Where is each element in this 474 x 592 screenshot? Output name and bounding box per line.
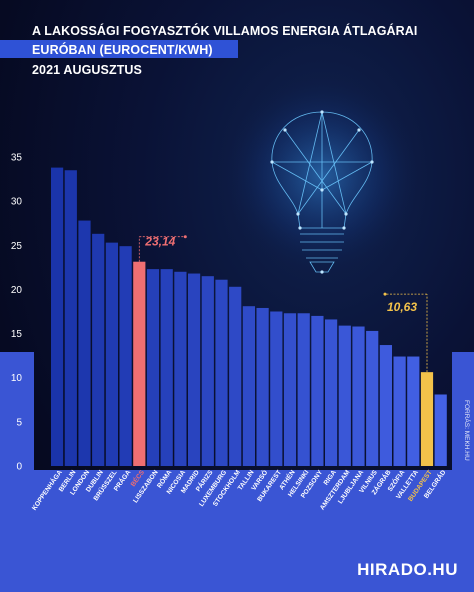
bar-14 bbox=[229, 286, 242, 466]
y-tick-label: 0 bbox=[16, 462, 22, 473]
bar-17 bbox=[270, 311, 283, 466]
bar-12 bbox=[201, 276, 214, 466]
y-tick-label: 25 bbox=[11, 241, 23, 252]
bar-22 bbox=[338, 325, 351, 466]
annotation-dot bbox=[383, 292, 387, 296]
x-axis-labels: KOPPENHÁGABERLINLONDONDUBLINBRÜSSZELPRÁG… bbox=[29, 467, 447, 511]
bar-24 bbox=[366, 330, 379, 466]
lightbulb-icon bbox=[217, 70, 427, 280]
bar-16 bbox=[256, 307, 269, 466]
y-tick-label: 35 bbox=[11, 153, 23, 164]
y-tick-label: 10 bbox=[11, 373, 23, 384]
y-axis: 0 5 10 15 20 25 30 35 bbox=[11, 153, 23, 473]
title-line-1: A LAKOSSÁGI FOGYASZTÓK VILLAMOS ENERGIA … bbox=[32, 24, 418, 38]
bar-5 bbox=[105, 242, 118, 466]
title-line-2: EURÓBAN (EUROCENT/KWH) bbox=[32, 43, 213, 57]
y-tick-label: 30 bbox=[11, 197, 23, 208]
title-line-3: 2021 AUGUSZTUS bbox=[32, 63, 142, 77]
bar-1 bbox=[51, 167, 64, 466]
annotations: 23,14 10,63 bbox=[138, 235, 428, 373]
bar-4 bbox=[92, 233, 105, 466]
bar-3 bbox=[78, 220, 91, 466]
bar-10 bbox=[174, 271, 187, 466]
bar-15 bbox=[242, 306, 255, 466]
y-tick-label: 20 bbox=[11, 285, 23, 296]
bar-6 bbox=[119, 246, 132, 466]
left-accent-band bbox=[0, 352, 34, 472]
bar-26 bbox=[393, 356, 406, 466]
bar-21 bbox=[325, 319, 338, 466]
bar-2 bbox=[64, 170, 77, 466]
bar-18 bbox=[283, 313, 297, 466]
bar-23 bbox=[352, 326, 365, 466]
bar-19 bbox=[297, 313, 310, 466]
y-tick-label: 15 bbox=[11, 329, 23, 340]
annotation-dot bbox=[183, 235, 187, 239]
bar-25 bbox=[379, 345, 392, 466]
bar-29 bbox=[434, 394, 447, 466]
bars bbox=[51, 167, 447, 466]
data-label: 23,14 bbox=[144, 235, 175, 249]
bottom-band bbox=[0, 470, 474, 592]
y-tick-label: 5 bbox=[16, 417, 22, 428]
title-highlight-band bbox=[0, 40, 238, 58]
bar-8 bbox=[146, 269, 160, 466]
right-accent-band bbox=[452, 352, 474, 472]
bar-7 bbox=[133, 261, 146, 466]
bar-13 bbox=[215, 279, 228, 466]
data-label: 10,63 bbox=[387, 300, 417, 314]
bar-9 bbox=[160, 269, 173, 466]
bar-11 bbox=[188, 273, 201, 466]
logo: HIRADO.HU bbox=[357, 560, 458, 579]
bar-27 bbox=[407, 356, 420, 466]
bar-28 bbox=[420, 372, 434, 466]
bar-20 bbox=[311, 315, 324, 466]
source-note: FORRÁS: MEKH.HU bbox=[463, 400, 470, 461]
